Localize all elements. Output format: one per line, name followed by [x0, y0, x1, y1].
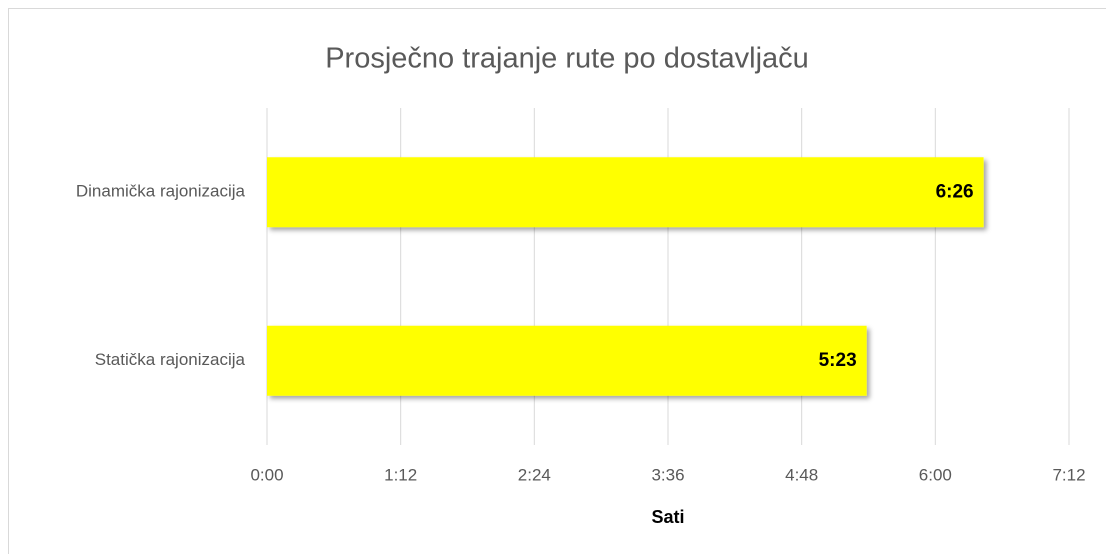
x-axis-title: Sati: [651, 507, 684, 527]
y-tick-label: Dinamička rajonizacija: [76, 182, 246, 201]
x-tick-label: 7:12: [1052, 465, 1085, 484]
bar: [267, 157, 984, 228]
data-label: 6:26: [936, 181, 974, 202]
data-label: 5:23: [819, 350, 857, 371]
x-tick-label: 6:00: [919, 465, 952, 484]
x-tick-label: 4:48: [785, 465, 818, 484]
x-tick-label: 3:36: [651, 465, 684, 484]
y-tick-label: Statička rajonizacija: [95, 350, 246, 369]
x-tick-label: 2:24: [518, 465, 551, 484]
x-tick-label: 1:12: [384, 465, 417, 484]
bar: [267, 325, 867, 396]
chart-title: Prosječno trajanje rute po dostavljaču: [325, 43, 809, 75]
chart-border: [8, 8, 1106, 554]
x-tick-label: 0:00: [250, 465, 283, 484]
